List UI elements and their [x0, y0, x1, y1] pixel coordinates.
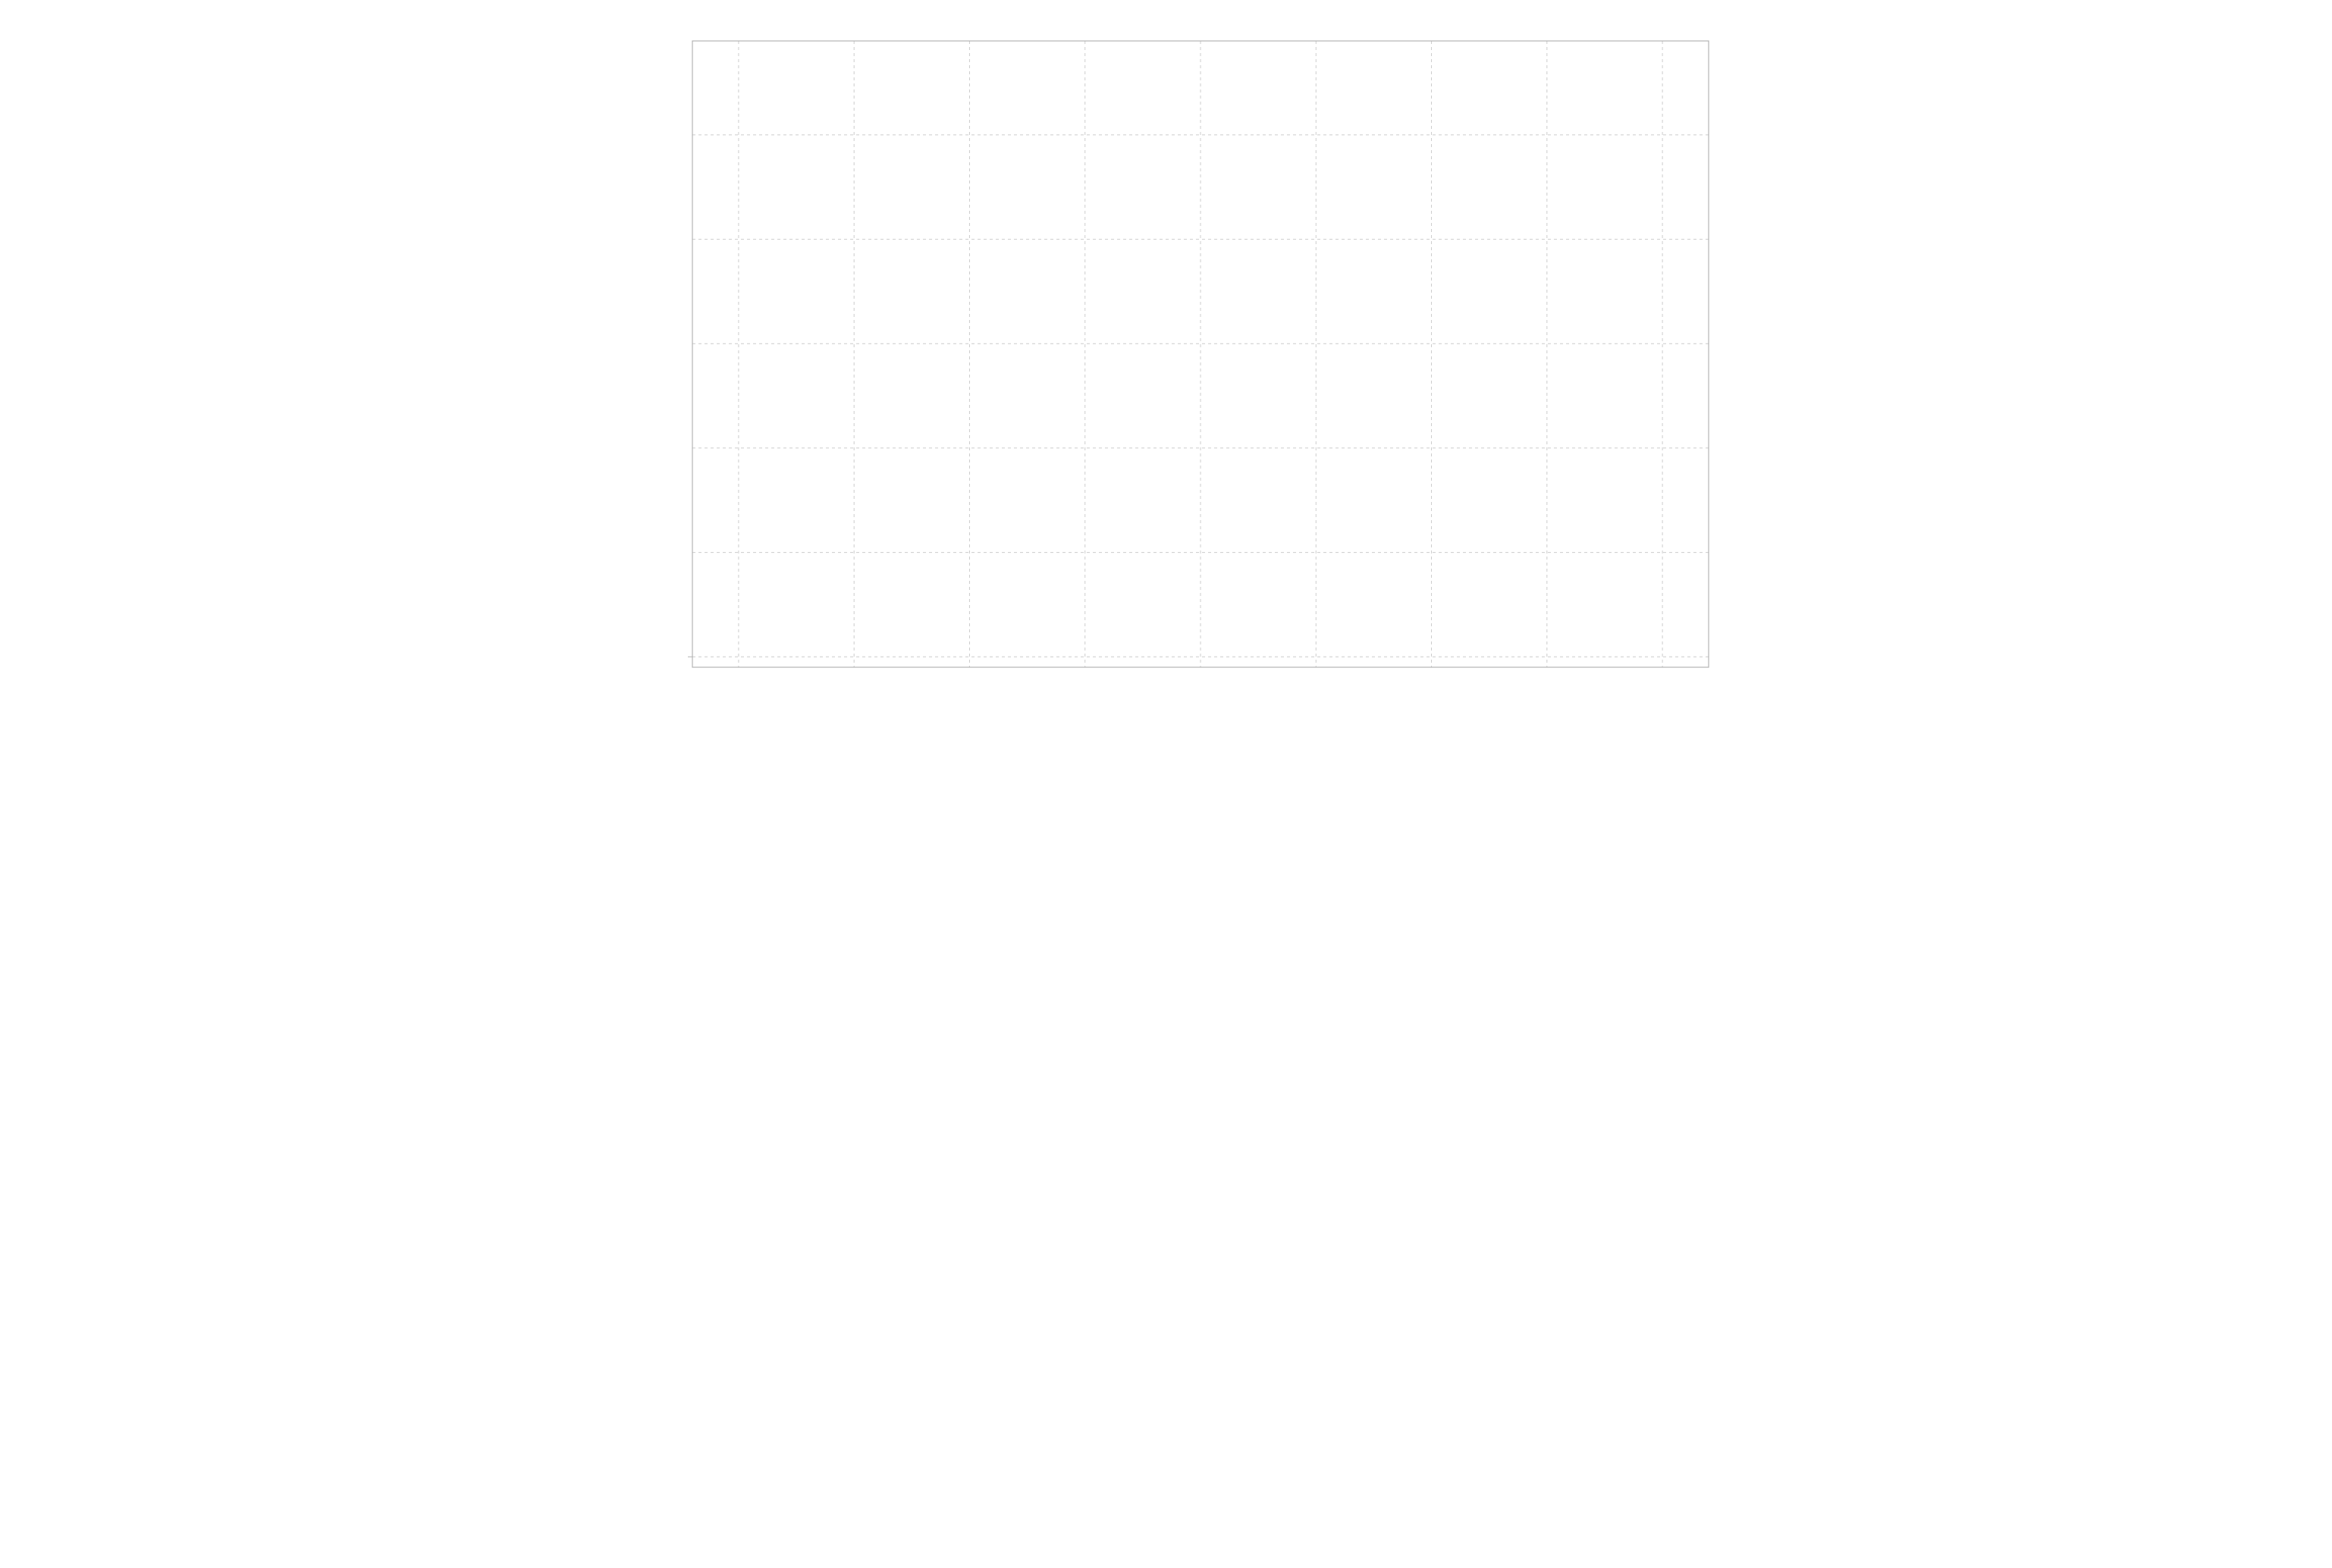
chart-container: [605, 0, 1728, 754]
line-chart-svg: [605, 0, 1728, 754]
